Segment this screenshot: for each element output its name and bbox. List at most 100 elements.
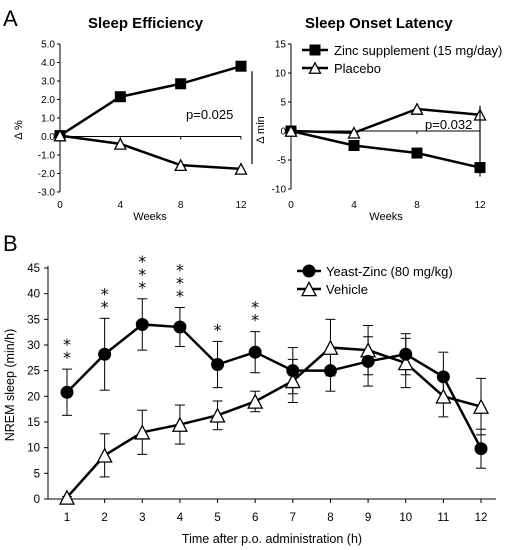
square-marker — [114, 91, 126, 103]
triangle-marker — [134, 424, 151, 440]
triangle-marker — [284, 124, 298, 137]
y-axis-label: Δ min — [255, 116, 267, 144]
triangle-marker — [347, 126, 361, 139]
y-tick-label: 4.0 — [41, 58, 55, 69]
triangle-marker — [234, 162, 248, 175]
triangle-marker — [53, 128, 67, 142]
significance-star: * — [138, 278, 146, 297]
y-tick-label: 0 — [34, 494, 40, 506]
legend-label: Placebo — [334, 61, 381, 76]
significance-star: * — [101, 297, 109, 316]
y-tick-label: 3.0 — [41, 77, 55, 88]
triangle-marker — [96, 447, 113, 463]
y-tick-label: 5 — [34, 468, 40, 480]
triangle-marker — [247, 393, 264, 409]
legend-label: Vehicle — [326, 282, 368, 297]
triangle-marker — [322, 339, 339, 355]
triangle-marker — [209, 407, 226, 423]
panel-letter-b: B — [3, 231, 18, 256]
circle-marker — [302, 264, 316, 278]
x-tick-label: 2 — [101, 512, 107, 524]
y-tick-label: 15 — [275, 40, 287, 51]
y-tick-label: 15 — [27, 417, 40, 429]
x-tick-label: 6 — [252, 512, 258, 524]
sleep-onset-latency-chart: Sleep Onset Latency Δ min Weeks p=0.032 … — [255, 15, 502, 223]
triangle-marker — [284, 372, 301, 389]
significance-star: * — [63, 348, 71, 367]
y-tick-label: 0.0 — [41, 132, 55, 143]
y-tick-label: 5 — [280, 98, 286, 109]
legend-label: Yeast-Zinc (80 mg/kg) — [326, 264, 453, 279]
p-value-annotation: p=0.032 — [425, 117, 472, 132]
x-tick-label: 4 — [177, 512, 184, 524]
significance-star: * — [214, 320, 222, 339]
y-tick-label: 1.0 — [41, 114, 55, 125]
significance-star: * — [176, 261, 184, 280]
significance-star: * — [101, 284, 109, 303]
y-axis-label: NREM sleep (min/h) — [3, 329, 17, 442]
square-marker — [411, 147, 423, 159]
triangle-marker — [300, 280, 318, 297]
x-axis-label: Time after p.o. administration (h) — [182, 532, 362, 546]
y-tick-label: 40 — [27, 289, 40, 301]
significance-star: * — [251, 311, 259, 330]
circle-marker — [173, 320, 187, 334]
triangle-marker — [174, 158, 188, 172]
triangle-marker — [308, 61, 322, 74]
sleep-efficiency-chart: Sleep Efficiency Δ % Weeks p=0.025 5.0 4.… — [13, 15, 253, 223]
x-tick-label: 10 — [399, 512, 412, 524]
square-marker — [175, 78, 187, 90]
x-tick-label: 12 — [475, 512, 488, 524]
circle-marker — [248, 345, 262, 359]
x-axis-label: Weeks — [133, 211, 167, 223]
x-tick-label: 8 — [414, 200, 420, 211]
y-tick-label: 5.0 — [41, 40, 55, 51]
significance-star: * — [251, 298, 259, 317]
x-tick-label: 5 — [214, 512, 220, 524]
triangle-marker — [113, 137, 127, 150]
square-marker — [309, 44, 321, 56]
series-line — [290, 107, 481, 134]
circle-marker — [286, 364, 300, 378]
y-tick-label: 2.0 — [41, 95, 55, 106]
significance-star: * — [138, 252, 146, 271]
significance-star: * — [138, 265, 146, 284]
x-tick-label: 0 — [288, 200, 294, 211]
y-tick-label: 30 — [27, 340, 40, 352]
series-line — [59, 134, 242, 171]
x-tick-label: 4 — [118, 200, 124, 211]
square-marker — [235, 60, 247, 72]
significance-star: * — [63, 335, 71, 354]
y-tick-label: 35 — [27, 314, 40, 326]
triangle-marker — [435, 388, 452, 404]
series-line — [66, 346, 482, 499]
x-tick-label: 0 — [57, 200, 63, 211]
series-line — [66, 323, 483, 450]
circle-marker — [211, 358, 225, 372]
chart-title: Sleep Onset Latency — [305, 15, 453, 32]
triangle-marker — [472, 398, 490, 414]
triangle-marker — [410, 102, 424, 115]
y-tick-label: -2.0 — [38, 169, 56, 180]
p-value-annotation: p=0.025 — [186, 107, 233, 122]
x-tick-label: 12 — [235, 200, 247, 211]
circle-marker — [323, 364, 337, 378]
circle-marker — [135, 317, 149, 331]
circle-marker — [98, 347, 112, 361]
significance-star: * — [176, 287, 184, 306]
x-tick-label: 3 — [139, 512, 145, 524]
circle-marker — [361, 354, 375, 368]
series-line — [290, 129, 481, 169]
y-tick-label: 45 — [27, 263, 40, 275]
x-tick-label: 1 — [64, 512, 70, 524]
y-tick-label: -5 — [277, 156, 286, 167]
y-tick-label: 0 — [280, 127, 286, 138]
legend-label: Zinc supplement (15 mg/day) — [334, 43, 502, 58]
x-axis-label: Weeks — [369, 211, 403, 223]
y-tick-label: 10 — [275, 69, 287, 80]
y-tick-label: 10 — [27, 443, 40, 455]
triangle-marker — [171, 416, 188, 432]
x-tick-label: 8 — [178, 200, 184, 211]
square-marker — [348, 140, 360, 151]
